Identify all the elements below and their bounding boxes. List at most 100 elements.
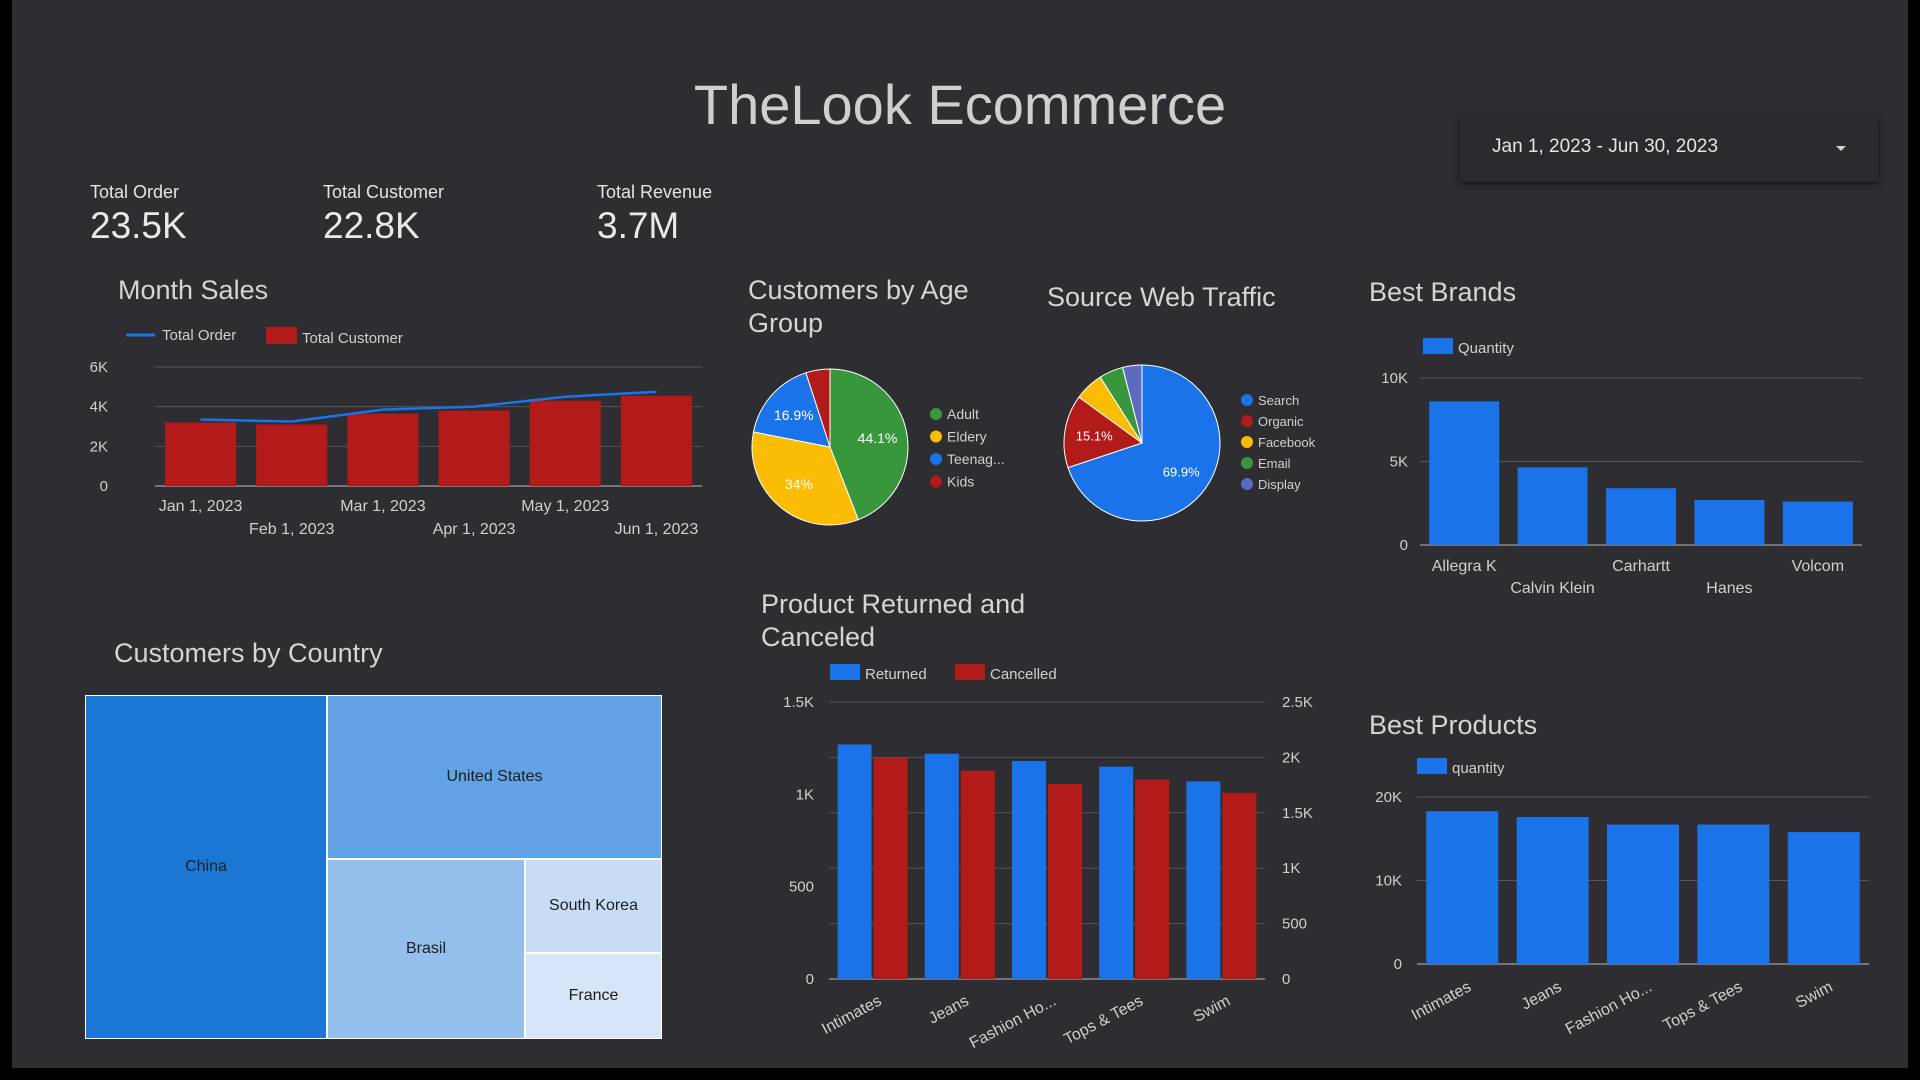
returned-right-tick-label: 1K — [1282, 860, 1300, 877]
web-traffic-legend-label: Facebook — [1258, 435, 1316, 450]
returned-canceled-title: Product Returned and Canceled — [761, 589, 1026, 652]
treemap-label: United States — [446, 768, 543, 785]
returned-x-label: Swim — [1191, 993, 1234, 1026]
age-group-slice-label: 16.9% — [774, 407, 814, 423]
treemap-label: South Korea — [549, 897, 638, 914]
cancelled-bar — [1048, 783, 1082, 979]
cancelled-bar — [873, 757, 908, 979]
age-group-slice — [829, 368, 909, 521]
chevron-down-icon — [1836, 146, 1846, 151]
web-traffic-legend-label: Search — [1258, 393, 1299, 408]
age-group-slice — [751, 431, 859, 526]
web-traffic-legend-label: Email — [1258, 456, 1291, 471]
best-brands-x-label: Hanes — [1706, 580, 1752, 597]
returned-left-tick-label: 0 — [806, 971, 814, 988]
month-sales-bar — [165, 422, 237, 486]
returned-legend-returned-label: Returned — [865, 666, 927, 683]
age-group-slice — [805, 368, 831, 448]
web-traffic-slice-label: 15.1% — [1076, 429, 1113, 444]
age-group-slice — [752, 372, 831, 448]
best-brands-bar — [1782, 501, 1853, 545]
returned-legend-cancelled-label: Cancelled — [990, 666, 1057, 683]
month-sales-tick-label: 2K — [90, 438, 108, 455]
treemap-cell-united-states[interactable]: United States — [327, 695, 662, 859]
treemap-cell-china[interactable]: China — [85, 695, 327, 1039]
dashboard: TheLook Ecommerce Jan 1, 2023 - Jun 30, … — [12, 0, 1908, 1068]
age-group-legend-label: Kids — [947, 474, 974, 490]
kpi-value: 22.8K — [323, 205, 420, 246]
treemap-label: China — [185, 858, 227, 875]
month-sales-tick-label: 4K — [90, 399, 108, 416]
kpi-total-customer: Total Customer 22.8K — [323, 182, 444, 247]
age-group-legend-label: Eldery — [947, 429, 987, 445]
best-products-x-label: Intimates — [1409, 979, 1474, 1024]
treemap-cell-south-korea[interactable]: South Korea — [525, 859, 662, 953]
best-brands-bar — [1517, 467, 1588, 545]
returned-bar — [1012, 761, 1046, 979]
month-sales-bar — [347, 413, 419, 486]
month-sales-bar — [438, 410, 510, 486]
web-traffic-legend-dot — [1241, 415, 1253, 427]
month-sales-legend-customer-swatch — [266, 327, 297, 344]
best-brands-bar — [1694, 499, 1765, 545]
best-brands-x-label: Carhartt — [1612, 558, 1670, 575]
web-traffic-title: Source Web Traffic — [1047, 282, 1276, 312]
month-sales-title: Month Sales — [118, 275, 269, 305]
web-traffic-legend-dot — [1241, 478, 1253, 490]
kpi-total-revenue: Total Revenue 3.7M — [597, 182, 712, 247]
returned-right-tick-label: 2K — [1282, 749, 1300, 766]
treemap-cell-brasil[interactable]: Brasil — [327, 859, 525, 1039]
kpi-label: Total Customer — [323, 182, 445, 202]
best-products-x-label: Jeans — [1519, 979, 1565, 1014]
best-brands-x-label: Allegra K — [1432, 558, 1497, 575]
returned-legend-cancelled-swatch — [955, 664, 985, 680]
month-sales-x-label: Jan 1, 2023 — [159, 498, 243, 515]
returned-bar — [837, 744, 872, 979]
age-group-legend-dot — [930, 475, 942, 488]
best-brands-bar — [1429, 401, 1500, 545]
country-title: Customers by Country — [114, 638, 383, 668]
month-sales-tick-label: 6K — [90, 359, 108, 376]
best-products-x-label: Swim — [1793, 979, 1836, 1012]
age-group-slice-label: 44.1% — [858, 430, 898, 446]
cancelled-bar — [1222, 792, 1257, 979]
charts-canvas: 0 2K 4K 6K Total Order Total Customer Jan 1, 2… — [90, 327, 1869, 1052]
web-traffic-legend-label: Display — [1258, 477, 1301, 492]
date-range-text: Jan 1, 2023 - Jun 30, 2023 — [1492, 136, 1719, 157]
age-group-legend-dot — [930, 408, 942, 420]
best-brands-legend-swatch — [1423, 338, 1453, 354]
returned-left-tick-label: 1.5K — [783, 694, 814, 711]
month-sales-bar — [256, 424, 328, 486]
best-brands-x-label: Volcom — [1792, 558, 1844, 575]
age-group-legend-dot — [930, 453, 942, 465]
treemap-cell-france[interactable]: France — [525, 953, 662, 1039]
age-group-title: Customers by Age Group — [748, 275, 969, 338]
returned-left-tick-label: 1K — [796, 786, 814, 803]
best-products-tick-label: 10K — [1375, 873, 1402, 890]
returned-x-label: Intimates — [819, 993, 884, 1038]
kpi-total-order: Total Order 23.5K — [90, 182, 187, 247]
web-traffic-slice — [1067, 364, 1221, 522]
kpi-label: Total Revenue — [597, 182, 713, 202]
returned-right-tick-label: 0 — [1282, 971, 1290, 988]
returned-bar — [1186, 781, 1221, 979]
best-products-legend-swatch — [1417, 758, 1447, 774]
best-products-tick-label: 20K — [1375, 789, 1402, 806]
month-sales-bar — [529, 400, 601, 486]
month-sales-legend-customer-label: Total Customer — [302, 330, 403, 347]
best-brands-x-label: Calvin Klein — [1510, 580, 1594, 597]
month-sales-tick-label: 0 — [100, 478, 108, 495]
date-range-selector[interactable]: Jan 1, 2023 - Jun 30, 2023 — [1460, 116, 1878, 182]
cancelled-bar — [960, 770, 995, 979]
returned-bar — [924, 753, 959, 979]
web-traffic-slice-label: 69.9% — [1163, 464, 1200, 479]
best-brands-tick-label: 10K — [1381, 370, 1408, 387]
kpi-value: 23.5K — [90, 205, 187, 246]
best-products-legend-label: quantity — [1452, 760, 1505, 777]
best-products-bar — [1607, 824, 1679, 964]
returned-right-tick-label: 500 — [1282, 916, 1307, 933]
best-products-bar — [1426, 811, 1499, 964]
web-traffic-legend-label: Organic — [1258, 414, 1304, 429]
month-sales-order-line — [200, 390, 657, 423]
best-brands-title: Best Brands — [1369, 277, 1517, 307]
